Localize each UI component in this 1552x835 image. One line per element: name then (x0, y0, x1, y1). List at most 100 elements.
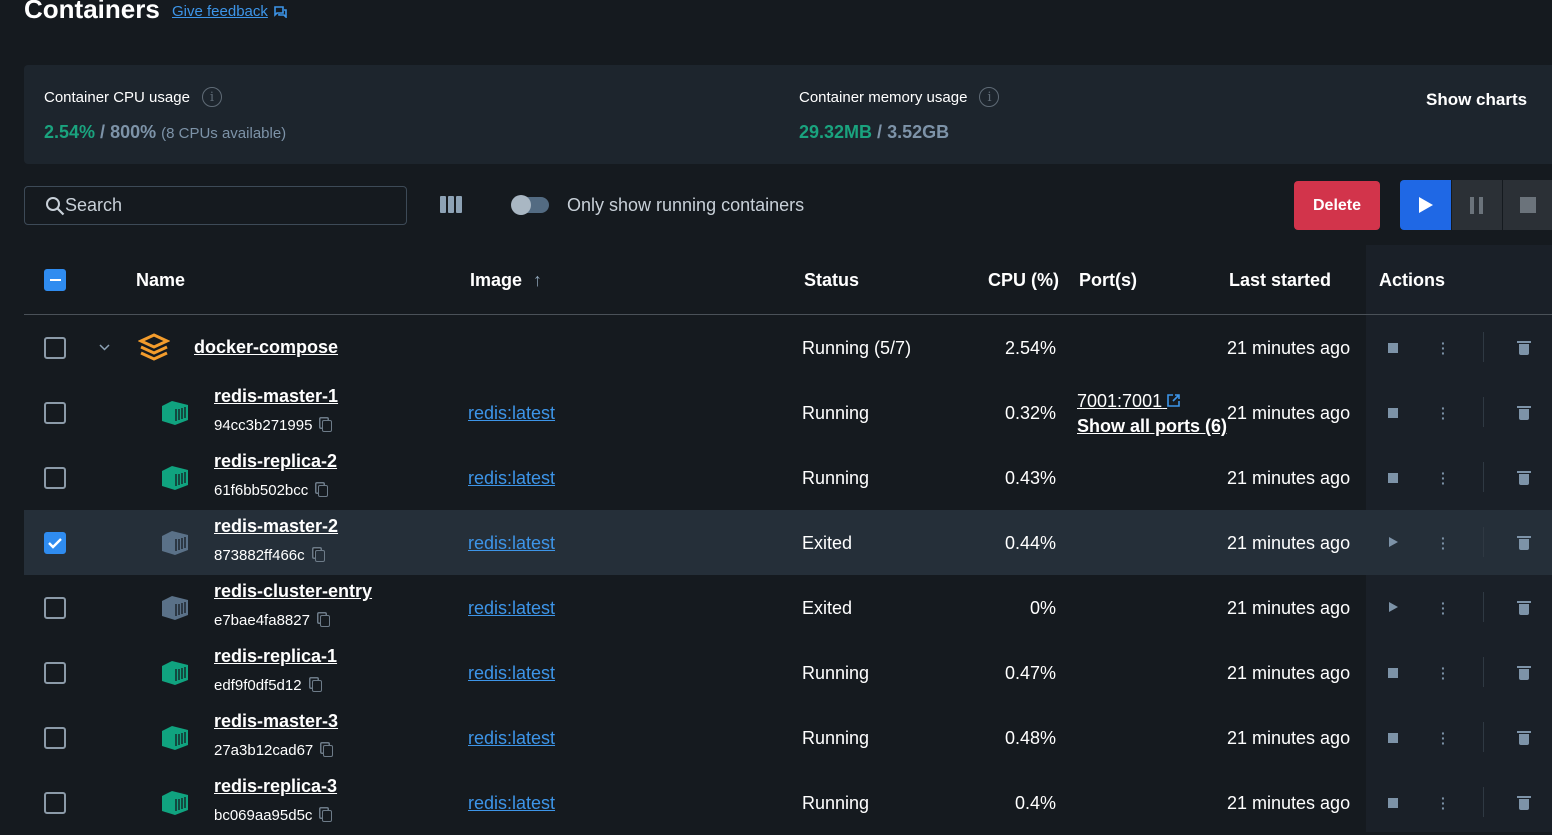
trash-icon[interactable] (1517, 601, 1531, 615)
header-last-started[interactable]: Last started (1229, 270, 1332, 290)
divider (1483, 397, 1484, 427)
group-row-docker-compose[interactable]: docker-compose Running (5/7) 2.54% 21 mi… (24, 315, 1552, 380)
image-link[interactable]: redis:latest (468, 793, 556, 813)
trash-icon[interactable] (1517, 341, 1531, 355)
more-options-icon[interactable]: · · · (1441, 335, 1446, 361)
cpu: 0.43% (1004, 468, 1056, 488)
row-checkbox[interactable] (44, 337, 66, 359)
header-name[interactable]: Name (136, 270, 186, 290)
row-checkbox[interactable] (44, 662, 66, 684)
more-options-icon[interactable]: · · · (1441, 595, 1446, 621)
stop-icon[interactable] (1388, 473, 1398, 483)
header-cpu[interactable]: CPU (%) (988, 270, 1059, 290)
status: Running (802, 403, 870, 423)
trash-icon[interactable] (1517, 796, 1531, 810)
row-checkbox[interactable] (44, 597, 66, 619)
play-icon[interactable] (1389, 537, 1398, 547)
container-name-link[interactable]: redis-cluster-entry (214, 581, 373, 601)
divider (1483, 657, 1484, 687)
table-row[interactable]: redis-master-2 873882ff466c redis:latest… (24, 510, 1552, 575)
show-all-ports-link[interactable]: Show all ports (6) (1077, 416, 1228, 436)
copy-icon[interactable] (311, 679, 322, 692)
chevron-down-icon[interactable] (99, 344, 110, 351)
table-row[interactable]: redis-master-3 27a3b12cad67 redis:latest… (24, 705, 1552, 770)
row-checkbox[interactable] (44, 727, 66, 749)
table-row[interactable]: redis-cluster-entry e7bae4fa8827 redis:l… (24, 575, 1552, 640)
copy-icon[interactable] (322, 809, 333, 822)
image-link[interactable]: redis:latest (468, 533, 556, 553)
search-input[interactable]: Search (24, 186, 407, 225)
select-all-checkbox[interactable] (44, 269, 66, 291)
more-options-icon[interactable]: · · · (1441, 660, 1446, 686)
stop-button[interactable] (1503, 180, 1552, 230)
container-id: 27a3b12cad67 (214, 742, 334, 759)
copy-icon[interactable] (319, 614, 330, 627)
more-options-icon[interactable]: · · · (1441, 725, 1446, 751)
give-feedback-link[interactable]: Give feedback (172, 3, 287, 20)
show-charts-button[interactable]: Show charts (1426, 90, 1528, 109)
container-name-link[interactable]: redis-master-2 (214, 516, 339, 536)
info-icon[interactable]: i (979, 87, 1000, 107)
container-name-link[interactable]: redis-replica-1 (214, 646, 338, 666)
stop-icon[interactable] (1388, 668, 1398, 678)
play-icon[interactable] (1389, 602, 1398, 612)
image-link[interactable]: redis:latest (468, 403, 556, 423)
pause-icon (1470, 196, 1483, 214)
copy-icon[interactable] (322, 419, 333, 432)
table-row[interactable]: redis-replica-2 61f6bb502bcc redis:lates… (24, 445, 1552, 510)
container-name-link[interactable]: redis-master-1 (214, 386, 339, 406)
trash-icon[interactable] (1517, 731, 1531, 745)
columns-icon[interactable] (440, 196, 462, 213)
pause-button[interactable] (1452, 180, 1502, 230)
more-options-icon[interactable]: · · · (1441, 400, 1446, 426)
trash-icon[interactable] (1517, 471, 1531, 485)
last-started: 21 minutes ago (1227, 793, 1351, 813)
stop-icon[interactable] (1388, 343, 1398, 353)
trash-icon[interactable] (1517, 536, 1531, 550)
group-status: Running (5/7) (802, 338, 912, 358)
container-name-link[interactable]: redis-master-3 (214, 711, 339, 731)
table-row[interactable]: redis-master-1 94cc3b271995 redis:latest… (24, 380, 1552, 445)
stop-icon[interactable] (1388, 733, 1398, 743)
delete-button[interactable]: Delete (1294, 181, 1380, 230)
header-image[interactable]: Image ↑ (470, 270, 543, 290)
more-options-icon[interactable]: · · · (1441, 465, 1446, 491)
image-link[interactable]: redis:latest (468, 468, 556, 488)
sort-up-icon: ↑ (533, 270, 543, 290)
container-id: edf9f0df5d12 (214, 677, 322, 694)
trash-icon[interactable] (1517, 406, 1531, 420)
container-id: 61f6bb502bcc (214, 482, 329, 499)
feedback-icon (274, 5, 287, 18)
running-only-toggle[interactable] (511, 195, 549, 215)
container-icon (162, 661, 188, 685)
more-options-icon[interactable]: · · · (1441, 530, 1446, 556)
copy-icon[interactable] (318, 484, 329, 497)
image-link[interactable]: redis:latest (468, 598, 556, 618)
row-checkbox[interactable] (44, 402, 66, 424)
row-checkbox[interactable] (44, 467, 66, 489)
feedback-label: Give feedback (172, 3, 268, 20)
group-name-link[interactable]: docker-compose (194, 337, 339, 357)
image-link[interactable]: redis:latest (468, 728, 556, 748)
copy-icon[interactable] (323, 744, 334, 757)
info-icon[interactable]: i (201, 87, 222, 107)
copy-icon[interactable] (314, 549, 325, 562)
table-row[interactable]: redis-replica-3 bc069aa95d5c redis:lates… (24, 770, 1552, 835)
header-ports[interactable]: Port(s) (1079, 270, 1137, 290)
header-status[interactable]: Status (804, 270, 860, 290)
port-link[interactable]: 7001:7001 (1077, 391, 1180, 412)
trash-icon[interactable] (1517, 666, 1531, 680)
row-checkbox[interactable] (44, 532, 66, 554)
container-name-link[interactable]: redis-replica-3 (214, 776, 338, 796)
stop-icon[interactable] (1388, 408, 1398, 418)
container-name-link[interactable]: redis-replica-2 (214, 451, 338, 471)
table-row[interactable]: redis-replica-1 edf9f0df5d12 redis:lates… (24, 640, 1552, 705)
stop-icon[interactable] (1388, 798, 1398, 808)
table-header: Name Image ↑ Status CPU (%) Port(s) Last… (24, 245, 1552, 315)
image-link[interactable]: redis:latest (468, 663, 556, 683)
search-icon (46, 197, 65, 216)
row-checkbox[interactable] (44, 792, 66, 814)
more-options-icon[interactable]: · · · (1441, 790, 1446, 816)
last-started: 21 minutes ago (1227, 533, 1351, 553)
start-button[interactable] (1400, 180, 1451, 230)
